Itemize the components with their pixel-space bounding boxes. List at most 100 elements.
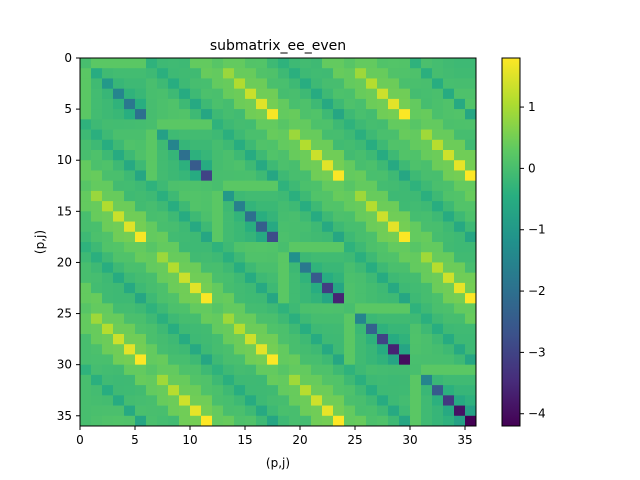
- heatmap-cell: [454, 385, 466, 396]
- heatmap-cell: [355, 262, 367, 274]
- heatmap-cell: [300, 323, 312, 335]
- heatmap-cell: [443, 78, 455, 90]
- heatmap-cell: [454, 313, 466, 325]
- heatmap-cell: [135, 364, 147, 376]
- heatmap-cell: [421, 109, 433, 120]
- heatmap-cell: [366, 313, 378, 325]
- heatmap-cell: [80, 272, 92, 284]
- heatmap-cell: [399, 252, 411, 263]
- heatmap-cell: [388, 231, 400, 243]
- heatmap-cell: [432, 354, 444, 366]
- heatmap-cell: [267, 272, 279, 284]
- heatmap-cell: [146, 313, 158, 325]
- heatmap-cell: [388, 68, 400, 79]
- heatmap-cell: [322, 88, 334, 100]
- heatmap-cell: [201, 415, 213, 427]
- heatmap-cell: [278, 190, 290, 202]
- heatmap-cell: [278, 364, 290, 376]
- heatmap-cell: [465, 139, 477, 151]
- heatmap-cell: [322, 262, 334, 274]
- heatmap-cell: [355, 190, 367, 202]
- heatmap-cell: [102, 160, 114, 171]
- heatmap-cell: [454, 221, 466, 233]
- y-tick-label: 15: [57, 204, 72, 218]
- heatmap-cell: [212, 221, 224, 233]
- heatmap-cell: [256, 211, 268, 222]
- heatmap-cell: [443, 211, 455, 222]
- heatmap-cell: [256, 119, 268, 130]
- heatmap-cell: [432, 282, 444, 294]
- heatmap-cell: [344, 160, 356, 171]
- heatmap-cell: [102, 313, 114, 325]
- heatmap-cell: [267, 282, 279, 294]
- heatmap-cell: [421, 395, 433, 406]
- heatmap-cell: [113, 58, 125, 69]
- heatmap-cell: [432, 109, 444, 120]
- heatmap-cell: [289, 334, 301, 345]
- heatmap-cell: [377, 364, 389, 376]
- heatmap-cell: [278, 323, 290, 335]
- heatmap-cell: [344, 354, 356, 366]
- heatmap-cell: [377, 344, 389, 355]
- heatmap-cell: [289, 170, 301, 182]
- heatmap-cell: [135, 139, 147, 151]
- x-tick-label: 35: [457, 433, 472, 447]
- heatmap-cell: [355, 201, 367, 212]
- heatmap-cell: [410, 334, 422, 345]
- heatmap-cell: [267, 201, 279, 212]
- heatmap-cell: [421, 190, 433, 202]
- heatmap-cell: [234, 364, 246, 376]
- heatmap-cell: [146, 323, 158, 335]
- heatmap-cell: [300, 88, 312, 100]
- heatmap-cell: [410, 170, 422, 182]
- heatmap-cell: [377, 262, 389, 274]
- heatmap-cell: [135, 190, 147, 202]
- heatmap-cell: [245, 98, 257, 110]
- heatmap-cell: [432, 170, 444, 182]
- heatmap-cell: [80, 98, 92, 110]
- heatmap-cell: [201, 160, 213, 171]
- heatmap-cell: [124, 160, 136, 171]
- heatmap-cell: [454, 109, 466, 120]
- heatmap-cell: [410, 415, 422, 427]
- heatmap-cell: [333, 364, 345, 376]
- heatmap-cell: [102, 211, 114, 222]
- heatmap-cell: [91, 334, 103, 345]
- heatmap-cell: [399, 201, 411, 212]
- heatmap-cell: [80, 180, 92, 192]
- heatmap-cell: [124, 98, 136, 110]
- heatmap-cell: [454, 180, 466, 192]
- heatmap-cell: [289, 109, 301, 120]
- heatmap-cell: [201, 68, 213, 79]
- heatmap-cell: [102, 190, 114, 202]
- heatmap-cell: [256, 395, 268, 406]
- heatmap-cell: [421, 129, 433, 141]
- heatmap-cell: [300, 344, 312, 355]
- heatmap-cell: [465, 313, 477, 325]
- heatmap-cell: [388, 129, 400, 141]
- heatmap-cell: [256, 344, 268, 355]
- heatmap-cell: [201, 313, 213, 325]
- heatmap-cell: [157, 344, 169, 355]
- heatmap-cell: [168, 354, 180, 366]
- heatmap-cell: [421, 415, 433, 427]
- heatmap-cell: [366, 88, 378, 100]
- heatmap-cell: [267, 252, 279, 263]
- heatmap-cell: [168, 139, 180, 151]
- heatmap-cell: [421, 150, 433, 161]
- heatmap-cell: [443, 252, 455, 263]
- heatmap-cell: [201, 252, 213, 263]
- heatmap-cell: [410, 405, 422, 417]
- heatmap-cell: [234, 98, 246, 110]
- heatmap-cell: [399, 364, 411, 376]
- heatmap-cell: [80, 231, 92, 243]
- heatmap-cell: [179, 211, 191, 222]
- heatmap-cell: [234, 303, 246, 314]
- heatmap-cell: [421, 242, 433, 253]
- heatmap-cell: [157, 303, 169, 314]
- heatmap-cell: [289, 129, 301, 141]
- heatmap-cell: [377, 190, 389, 202]
- heatmap-cell: [454, 354, 466, 366]
- heatmap-cell: [300, 385, 312, 396]
- heatmap-cell: [333, 344, 345, 355]
